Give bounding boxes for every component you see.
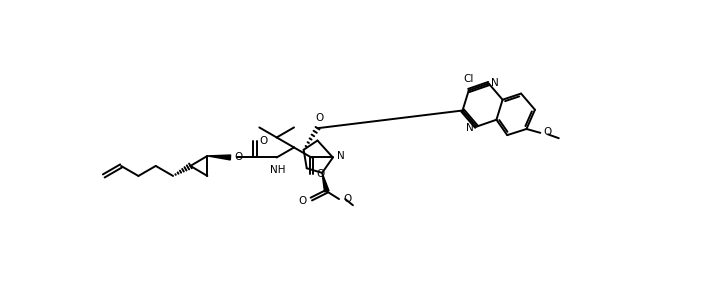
Text: NH: NH — [270, 165, 285, 175]
Text: O: O — [298, 196, 307, 206]
Text: O: O — [234, 152, 242, 162]
Text: N: N — [337, 151, 344, 161]
Polygon shape — [322, 173, 329, 192]
Text: O: O — [343, 194, 351, 204]
Text: O: O — [316, 169, 324, 179]
Text: O: O — [543, 127, 551, 137]
Text: O: O — [315, 113, 323, 123]
Text: N: N — [491, 78, 499, 88]
Text: O: O — [260, 135, 268, 145]
Text: Cl: Cl — [463, 74, 474, 84]
Polygon shape — [207, 155, 231, 160]
Text: N: N — [466, 123, 474, 133]
